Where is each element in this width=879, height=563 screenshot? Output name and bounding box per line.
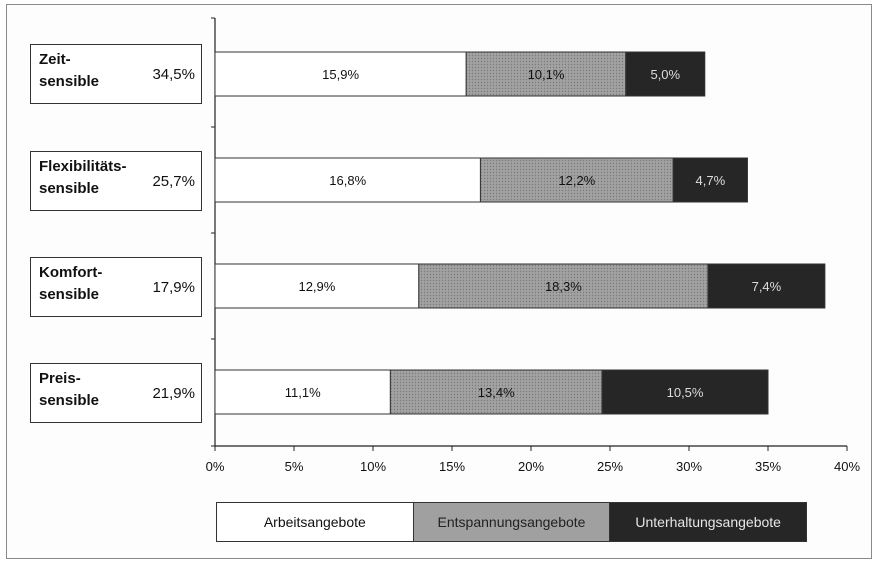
bar-segment [601, 369, 769, 415]
category-name: Flexibilitäts- sensible [39, 158, 127, 197]
x-tick-label: 5% [285, 459, 304, 474]
x-tick-label: 10% [360, 459, 386, 474]
bar-value-label: 11,1% [285, 385, 321, 400]
bar-value-label: 16,8% [329, 173, 366, 188]
x-tick-label: 35% [755, 459, 781, 474]
category-share: 34,5% [152, 65, 195, 83]
bar-segment [465, 51, 627, 97]
category-box-zeit: Zeit- sensible 34,5% [30, 44, 202, 104]
category-box-preis: Preis- sensible 21,9% [30, 363, 202, 423]
bar-segment [214, 263, 420, 309]
legend-item-entspannungsangebote: Entspannungsangebote [412, 503, 610, 541]
x-tick-label: 0% [206, 459, 225, 474]
category-name: Preis- sensible [39, 370, 100, 409]
bar-value-label: 15,9% [322, 67, 359, 82]
bar-segment [479, 157, 674, 203]
bar-segment [214, 157, 481, 203]
category-share: 25,7% [152, 172, 195, 190]
x-tick-label: 30% [676, 459, 702, 474]
category-box-komfort: Komfort- sensible 17,9% [30, 257, 202, 317]
category-name: Zeit- sensible [39, 51, 100, 90]
bar-value-label: 4,7% [696, 173, 726, 188]
x-tick-label: 15% [439, 459, 465, 474]
x-tick-label: 20% [518, 459, 544, 474]
bar-value-label: 12,9% [298, 279, 335, 294]
bar-segment [214, 369, 391, 415]
category-share: 21,9% [152, 384, 195, 402]
bar-value-label: 7,4% [752, 279, 782, 294]
category-box-flexibilitaet: Flexibilitäts- sensible 25,7% [30, 151, 202, 211]
bar-value-label: 13,4% [478, 385, 515, 400]
bar-value-label: 10,1% [528, 67, 565, 82]
bar-value-label: 5,0% [650, 67, 680, 82]
bar-segment [672, 157, 748, 203]
legend-item-unterhaltungsangebote: Unterhaltungsangebote [609, 503, 807, 541]
x-tick-label: 25% [597, 459, 623, 474]
bar-segment [214, 51, 467, 97]
bar-segment [707, 263, 826, 309]
legend-item-arbeitsangebote: Arbeitsangebote [217, 503, 413, 541]
category-share: 17,9% [152, 278, 195, 296]
chart-legend: Arbeitsangebote Entspannungsangebote Unt… [216, 502, 807, 542]
bar-value-label: 18,3% [545, 279, 582, 294]
bar-segment [418, 263, 709, 309]
category-name: Komfort- sensible [39, 264, 103, 303]
bar-value-label: 10,5% [667, 385, 704, 400]
x-tick-label: 40% [834, 459, 860, 474]
bar-value-label: 12,2% [558, 173, 595, 188]
bar-segment [625, 51, 706, 97]
